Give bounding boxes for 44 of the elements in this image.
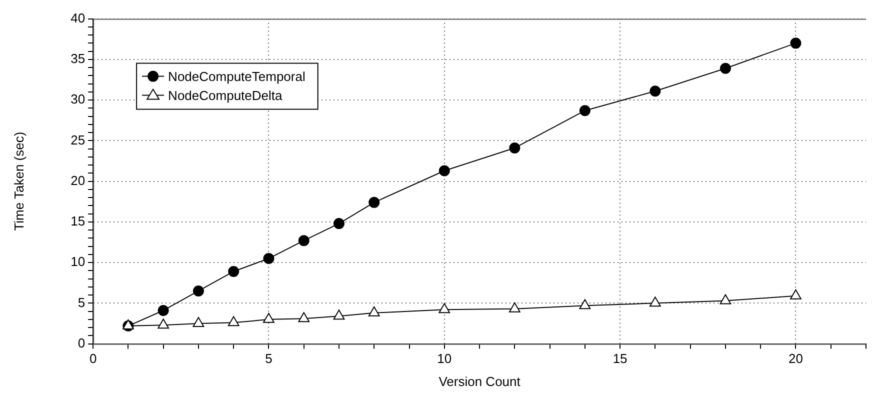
point: [579, 299, 591, 310]
point: [158, 304, 169, 316]
x-tick-label: 10: [437, 351, 452, 366]
point: [298, 312, 310, 322]
legend-label: NodeComputeDelta: [168, 88, 284, 103]
point: [509, 142, 520, 154]
x-tick-label: 5: [265, 351, 272, 366]
point: [650, 86, 661, 97]
point: [192, 316, 204, 327]
point: [790, 289, 802, 300]
y-tick-label: 25: [70, 132, 86, 148]
point: [368, 196, 380, 208]
y-axis-title: Time Taken (sec): [11, 132, 26, 231]
point: [228, 266, 240, 277]
point: [579, 105, 590, 116]
x-tick-label: 0: [89, 351, 97, 366]
y-tick-label: 10: [70, 254, 86, 270]
y-tick-label: 35: [70, 51, 86, 66]
point: [228, 316, 240, 326]
y-tick-label: 15: [70, 214, 86, 229]
y-tick-label: 0: [78, 335, 86, 350]
legend-label: NodeComputeTemporal: [168, 68, 306, 84]
point: [298, 235, 310, 246]
point: [790, 38, 802, 49]
point: [650, 296, 661, 307]
y-tick-label: 40: [70, 10, 86, 26]
y-tick-label: 5: [78, 294, 86, 310]
x-axis-title: Version Count: [438, 374, 521, 389]
point: [158, 318, 170, 329]
point: [368, 306, 380, 316]
y-tick-label: 20: [70, 172, 86, 188]
point: [333, 218, 344, 230]
point: [438, 303, 450, 314]
point: [263, 252, 274, 264]
y-tick-label: 30: [70, 92, 86, 107]
x-tick-label: 15: [612, 351, 628, 366]
x-tick-label: 20: [788, 351, 803, 366]
point: [508, 302, 520, 312]
point: [192, 285, 204, 296]
point: [720, 294, 732, 304]
point: [720, 62, 731, 74]
point: [333, 310, 345, 320]
point: [438, 165, 450, 176]
point: [263, 312, 274, 323]
